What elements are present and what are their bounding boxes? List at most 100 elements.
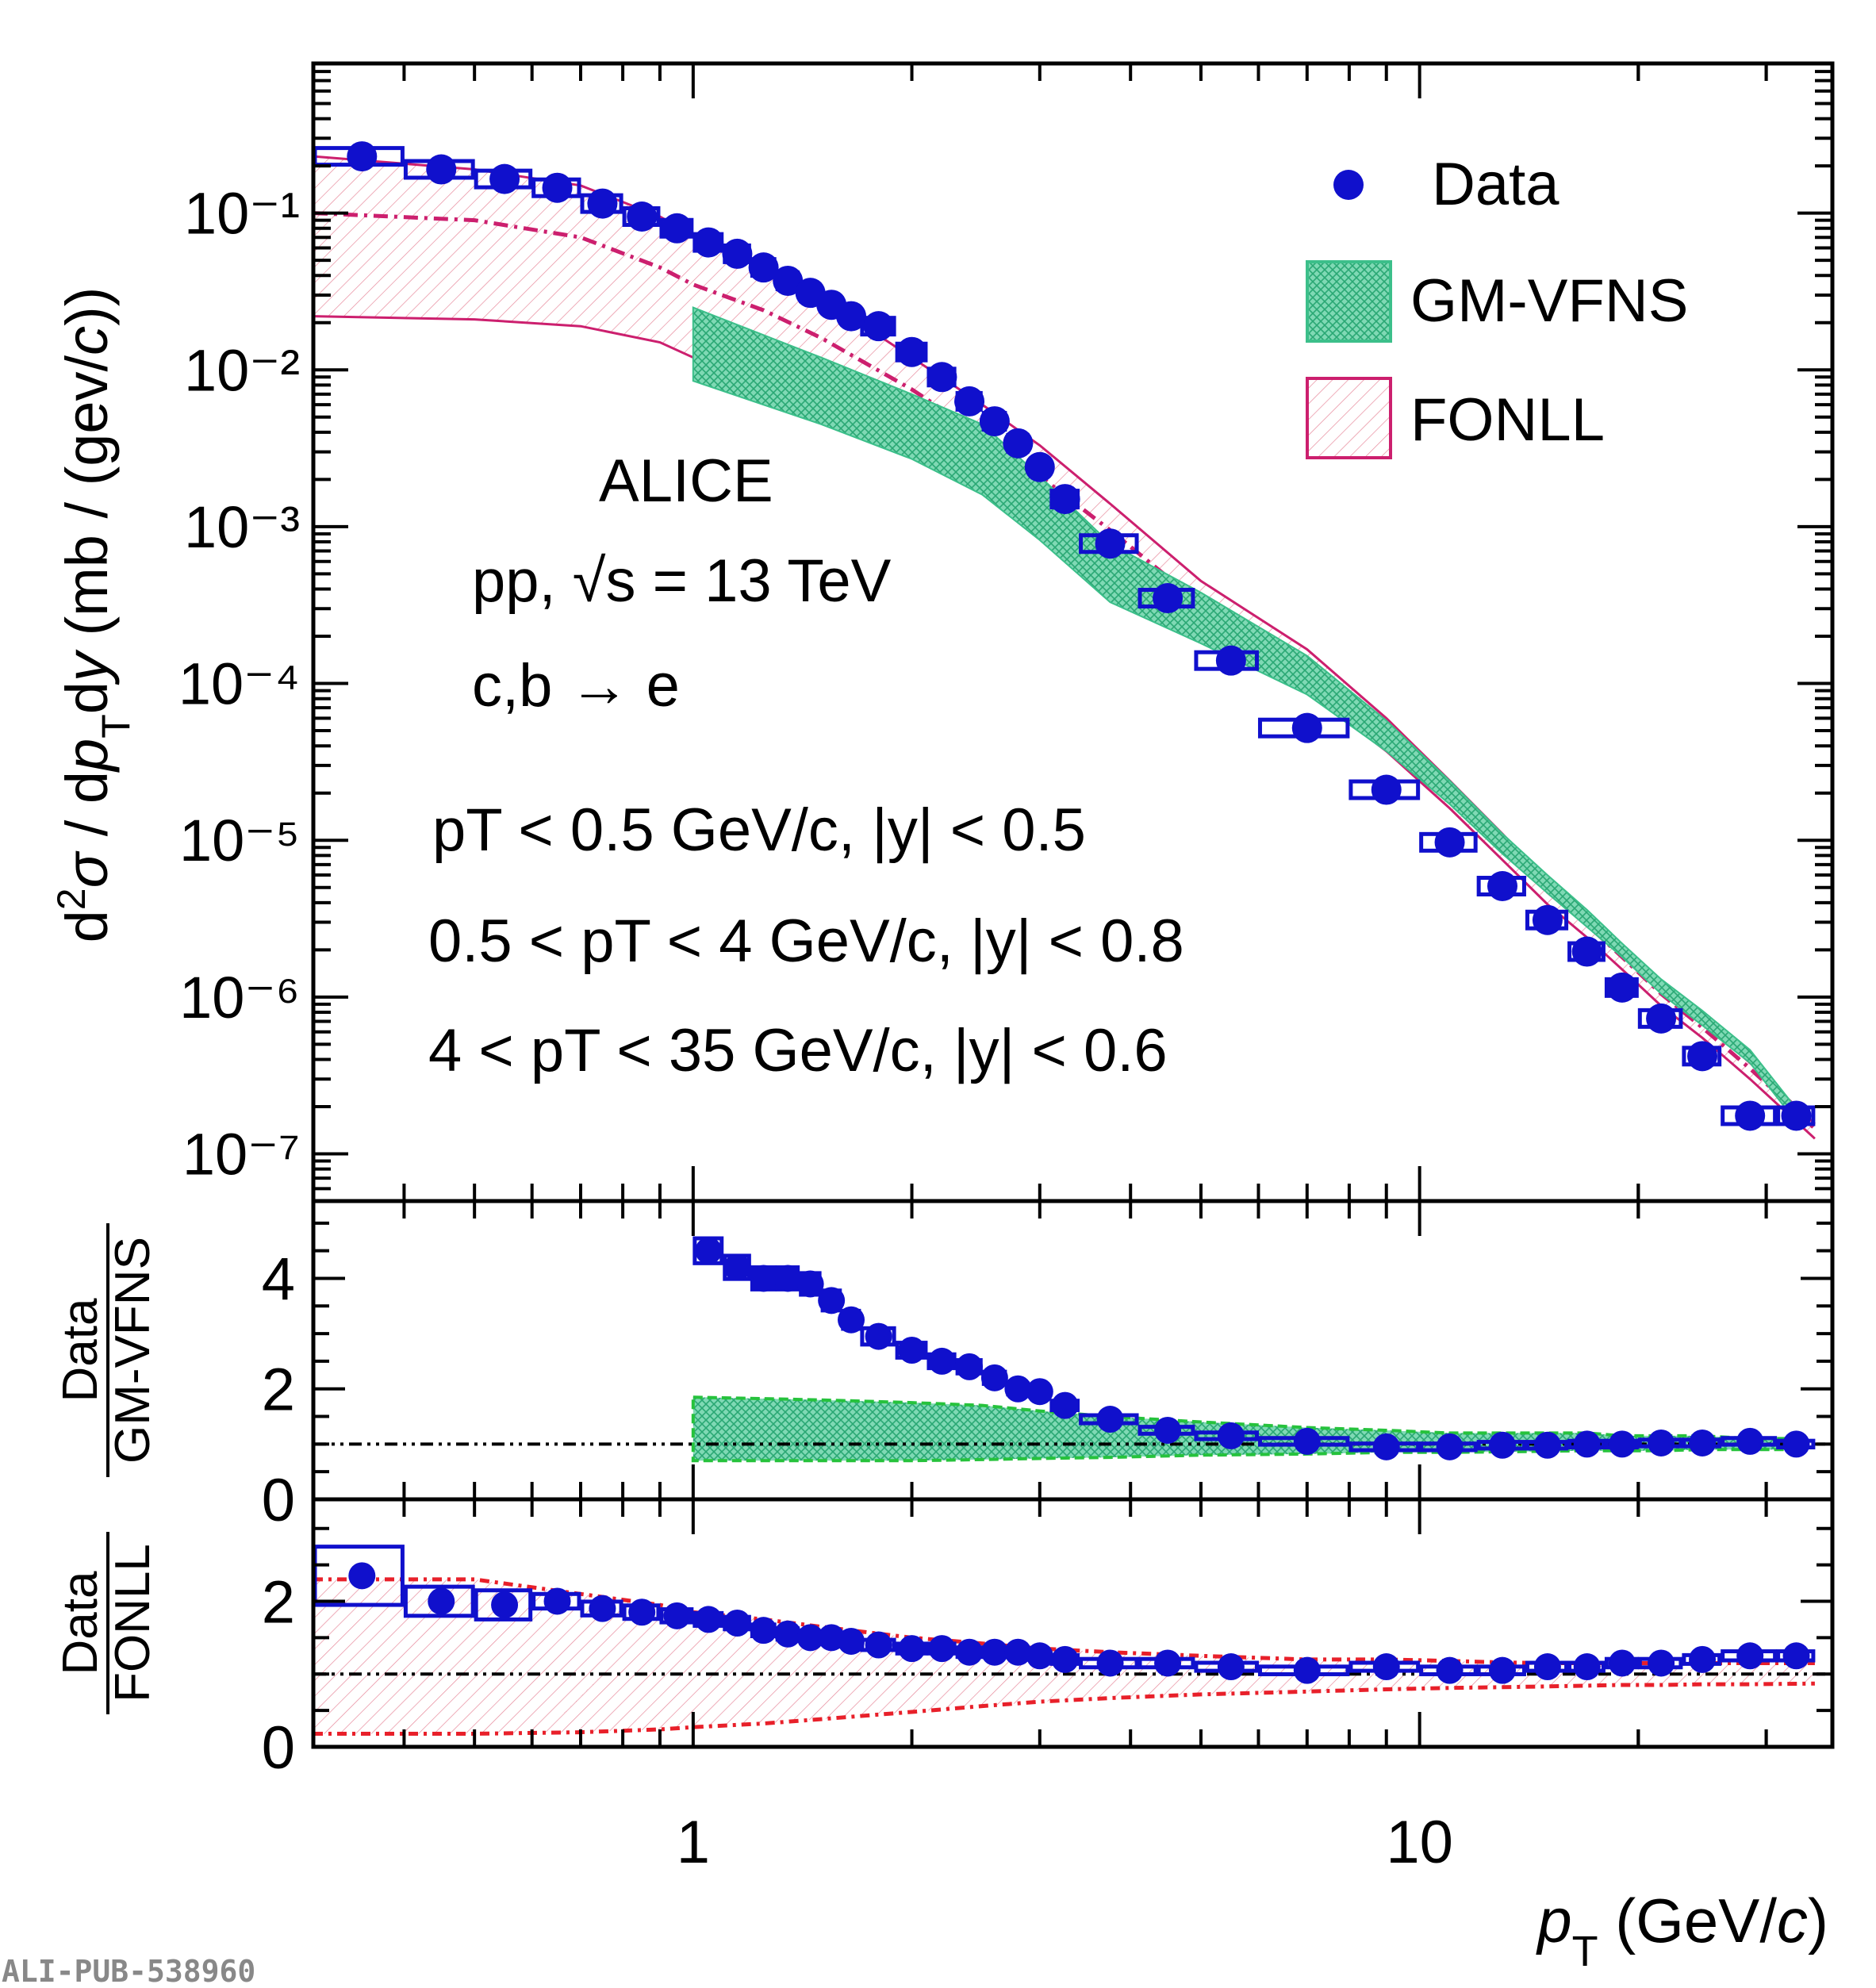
data-point bbox=[1024, 451, 1055, 482]
data-point bbox=[748, 252, 779, 283]
ratio1-point bbox=[980, 1364, 1008, 1391]
ratio1-point bbox=[1488, 1431, 1516, 1459]
legend-fonll-swatch bbox=[1306, 377, 1392, 459]
ratio1-y-denominator: GM-VFNS bbox=[106, 1237, 160, 1464]
ratio2-point bbox=[1608, 1649, 1636, 1677]
ratio1-y-axis-title: Data GM-VFNS bbox=[53, 1223, 160, 1477]
data-point bbox=[1095, 528, 1126, 559]
ratio2-point bbox=[1782, 1642, 1810, 1670]
ratio2-point bbox=[898, 1635, 926, 1663]
ratio1-point bbox=[928, 1347, 956, 1375]
y-tick-label: 10⁻³ bbox=[184, 494, 300, 560]
ratio2-point bbox=[1154, 1649, 1182, 1677]
ratio2-point bbox=[980, 1638, 1008, 1666]
data-point bbox=[1371, 774, 1402, 805]
ratio1-point bbox=[1648, 1429, 1675, 1456]
y-tick-label: 10⁻² bbox=[184, 337, 300, 403]
ratio2-syst-box bbox=[474, 1588, 533, 1621]
ratio2-point bbox=[1096, 1649, 1124, 1677]
fonll-band bbox=[313, 156, 1815, 1139]
data-point bbox=[926, 362, 957, 393]
ratio2-point bbox=[796, 1624, 824, 1652]
ratio2-point bbox=[1689, 1645, 1717, 1673]
ratio2-point bbox=[838, 1627, 865, 1655]
ratio1-point bbox=[1004, 1375, 1032, 1403]
ratio2-point bbox=[865, 1631, 892, 1659]
ratio1-point bbox=[695, 1237, 723, 1265]
ratio2-point bbox=[723, 1610, 751, 1637]
data-point bbox=[773, 265, 804, 296]
annotation-system: pp, √s = 13 TeV bbox=[472, 547, 892, 615]
data-point bbox=[1003, 428, 1034, 459]
ratio2-point bbox=[1436, 1656, 1464, 1684]
ratio1-y-numerator: Data bbox=[53, 1298, 108, 1402]
y-tick-label: 10⁻⁶ bbox=[179, 965, 300, 1030]
x-tick-label: 1 bbox=[677, 1809, 710, 1876]
ratio2-point bbox=[1293, 1656, 1321, 1684]
y-tick-label: 10⁻¹ bbox=[184, 181, 300, 247]
ratio2-point bbox=[928, 1635, 956, 1663]
ratio1-point bbox=[1436, 1433, 1464, 1460]
ratio2-point bbox=[1533, 1653, 1561, 1681]
ratio2-point bbox=[1051, 1645, 1079, 1673]
ratio1-point bbox=[774, 1265, 802, 1292]
x-axis-title: pT (GeV/c) bbox=[1536, 1886, 1828, 1975]
data-point bbox=[1687, 1041, 1718, 1072]
ratio1-point bbox=[796, 1270, 824, 1298]
data-point bbox=[662, 213, 692, 244]
ratio1-point bbox=[865, 1322, 892, 1350]
ratio2-point bbox=[491, 1591, 519, 1619]
data-point bbox=[587, 188, 618, 219]
data-point bbox=[1735, 1100, 1766, 1131]
ratio2-y-numerator: Data bbox=[53, 1571, 108, 1675]
ratio1-point bbox=[723, 1253, 751, 1281]
ratio1-point bbox=[1782, 1430, 1810, 1458]
data-point bbox=[489, 163, 520, 194]
annotation-experiment: ALICE bbox=[599, 447, 773, 515]
ratio2-point bbox=[1217, 1653, 1245, 1681]
ratio2-point bbox=[1648, 1649, 1675, 1677]
legend-data-marker bbox=[1333, 170, 1364, 200]
ratio2-point bbox=[695, 1606, 723, 1633]
ratio2-point bbox=[956, 1638, 984, 1666]
ratio2-point bbox=[1573, 1653, 1601, 1681]
y-tick-label: 10⁻⁵ bbox=[179, 808, 300, 873]
ratio-y-tick-label: 0 bbox=[262, 1714, 295, 1782]
ratio1-point bbox=[1026, 1378, 1053, 1406]
ratio2-syst-box bbox=[403, 1584, 475, 1618]
data-point bbox=[1434, 827, 1465, 858]
data-point bbox=[1532, 904, 1563, 935]
ratio1-point bbox=[838, 1306, 865, 1334]
ratio-y-tick-label: 2 bbox=[262, 1568, 295, 1636]
legend: Data GM-VFNS FONLL bbox=[1306, 151, 1688, 459]
ratio1-point bbox=[1293, 1427, 1321, 1455]
ratio2-point bbox=[1004, 1638, 1032, 1666]
ratio2-point bbox=[774, 1620, 802, 1648]
ratio1-point bbox=[956, 1353, 984, 1380]
ratio-y-tick-label: 0 bbox=[262, 1467, 295, 1534]
ratio2-point bbox=[1736, 1642, 1764, 1670]
ratio2-y-axis-title: Data FONLL bbox=[53, 1532, 160, 1714]
data-point bbox=[896, 336, 927, 367]
legend-data-label: Data bbox=[1432, 151, 1559, 218]
data-point bbox=[863, 311, 894, 342]
ratio2-point bbox=[628, 1598, 656, 1626]
legend-gmvfns-swatch bbox=[1306, 260, 1392, 343]
ratio1-point bbox=[1608, 1430, 1636, 1458]
data-point bbox=[1781, 1100, 1812, 1131]
annotation-cut1: pT < 0.5 GeV/c, |y| < 0.5 bbox=[432, 796, 1086, 864]
ratio2-panel-frame bbox=[311, 1497, 1835, 1749]
ratio-y-tick-label: 4 bbox=[262, 1245, 295, 1313]
ratio1-point bbox=[1051, 1391, 1079, 1419]
ratio2-point bbox=[1372, 1653, 1400, 1681]
data-point bbox=[347, 141, 378, 172]
ratio2-point bbox=[663, 1602, 691, 1629]
ratio2-point bbox=[1026, 1642, 1053, 1670]
data-point bbox=[954, 386, 985, 416]
data-point bbox=[1153, 583, 1184, 614]
annotation-cut2: 0.5 < pT < 4 GeV/c, |y| < 0.8 bbox=[428, 908, 1184, 975]
ratio2-point bbox=[543, 1587, 571, 1615]
ratio1-point bbox=[1096, 1406, 1124, 1433]
data-point bbox=[1487, 871, 1517, 902]
ratio2-point bbox=[428, 1587, 455, 1615]
